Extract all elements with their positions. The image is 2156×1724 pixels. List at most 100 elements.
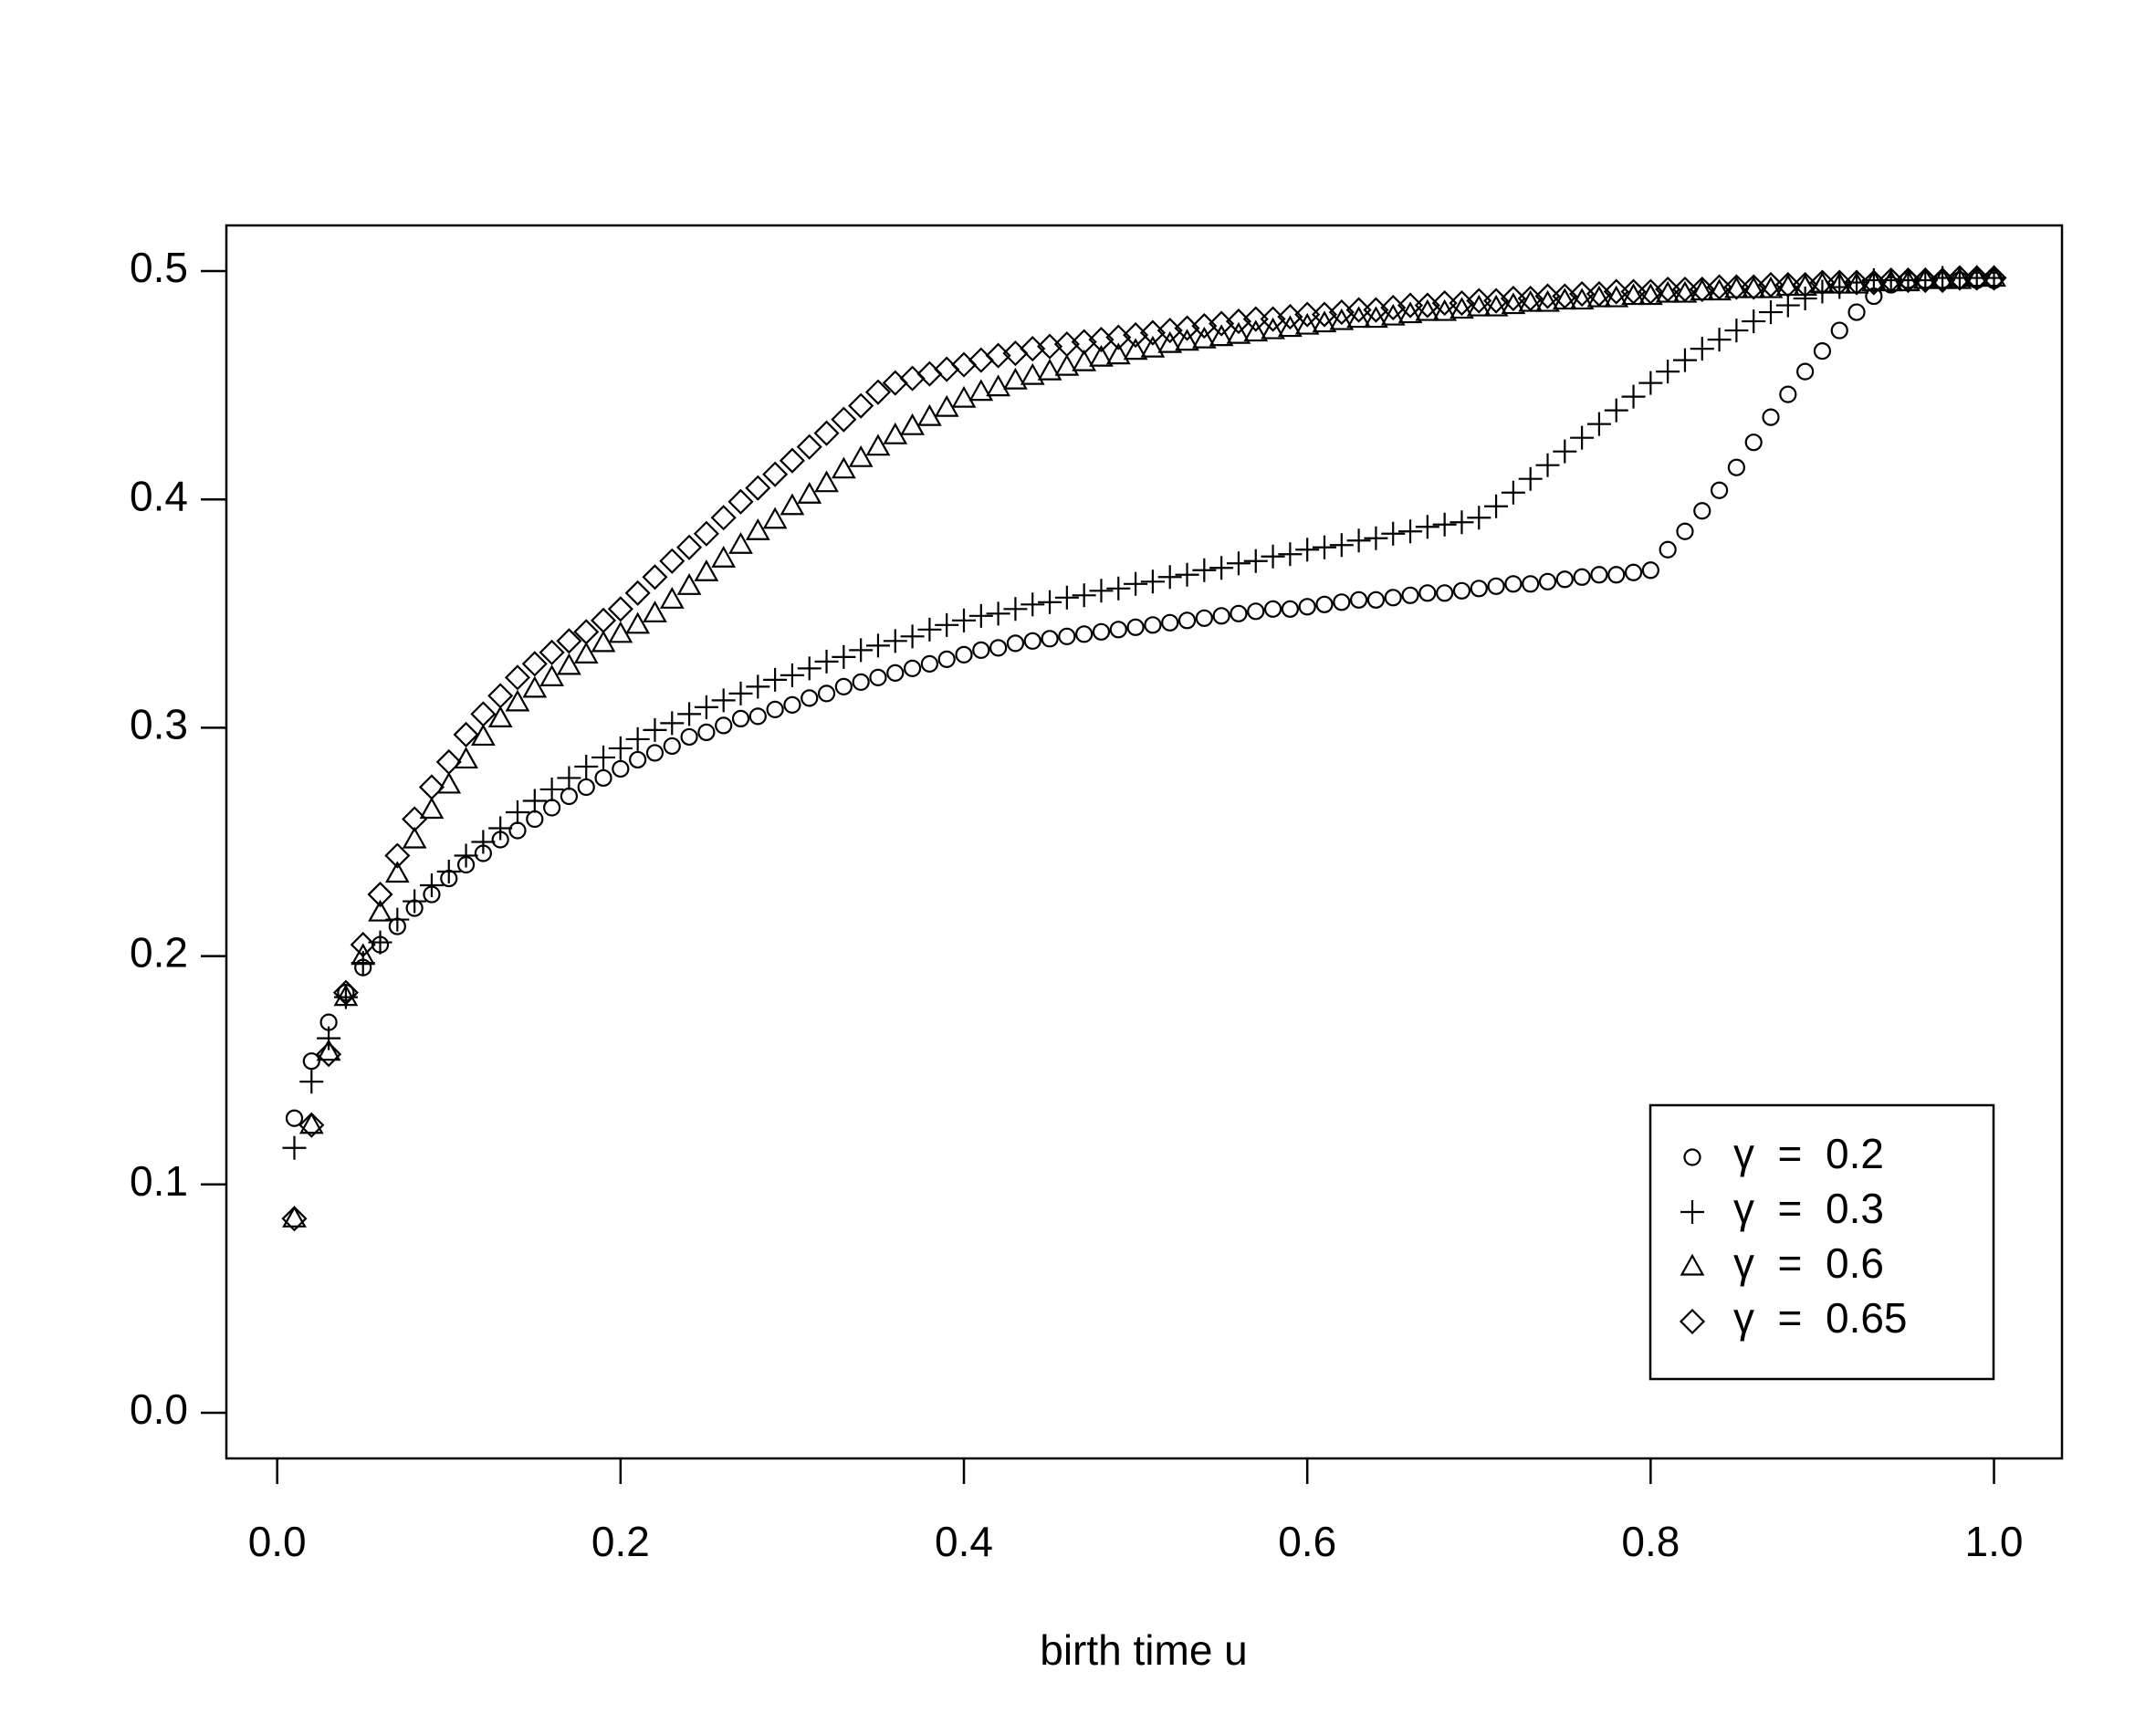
data-point — [1847, 303, 1866, 321]
data-point — [1329, 533, 1354, 558]
data-point — [1707, 328, 1732, 352]
data-point — [505, 689, 530, 712]
data-point — [1793, 287, 1817, 311]
data-point — [694, 559, 719, 581]
data-point — [1003, 597, 1028, 622]
legend-label: γ = 0.3 — [1733, 1185, 1884, 1232]
data-point — [989, 639, 1008, 657]
data-point — [1037, 358, 1062, 381]
data-point — [1075, 625, 1094, 643]
data-point — [1538, 572, 1557, 590]
data-point — [629, 750, 647, 769]
data-point — [763, 667, 788, 692]
data-point — [608, 736, 633, 760]
data-point — [1620, 278, 1647, 305]
data-point — [1723, 274, 1750, 300]
data-point — [1604, 398, 1628, 423]
data-point — [1431, 290, 1458, 317]
data-point — [282, 1135, 307, 1160]
data-point — [1398, 519, 1423, 544]
data-point — [1054, 585, 1079, 610]
data-point — [917, 617, 942, 642]
data-point — [1054, 353, 1080, 376]
data-point — [1003, 367, 1028, 390]
data-point — [1277, 315, 1303, 338]
data-point — [1124, 571, 1148, 596]
data-point — [1058, 627, 1076, 645]
data-point — [935, 612, 959, 637]
data-point — [642, 564, 668, 590]
data-point — [1436, 584, 1454, 602]
data-point — [557, 653, 581, 675]
data-point — [680, 727, 698, 747]
data-point — [1020, 592, 1045, 617]
data-point — [590, 607, 617, 633]
data-point — [968, 379, 994, 402]
data-point — [955, 645, 973, 663]
data-point — [368, 899, 392, 922]
data-point — [418, 774, 445, 800]
data-point — [504, 664, 531, 691]
data-point — [282, 1206, 307, 1228]
data-point — [1401, 586, 1419, 604]
data-point — [1366, 590, 1386, 609]
data-point — [1123, 338, 1148, 360]
data-point — [676, 573, 702, 595]
data-point — [693, 520, 719, 547]
data-point — [1175, 562, 1199, 587]
legend-marker — [1680, 1200, 1704, 1224]
y-tick-label: 0.1 — [130, 1157, 188, 1205]
data-point — [1671, 276, 1699, 303]
data-point — [1641, 561, 1659, 580]
data-point — [1621, 384, 1646, 409]
data-point — [1672, 348, 1697, 372]
data-point — [591, 745, 616, 769]
data-point — [1676, 522, 1694, 540]
x-tick-label: 0.4 — [935, 1518, 993, 1565]
data-point — [1226, 321, 1251, 344]
data-point — [780, 493, 805, 516]
data-point — [1963, 265, 1990, 291]
plot-box — [225, 224, 2064, 1460]
data-point — [731, 709, 750, 728]
data-point — [797, 656, 822, 681]
data-point — [505, 799, 529, 824]
data-point — [1140, 569, 1165, 594]
data-point — [1569, 281, 1596, 308]
data-point — [937, 650, 956, 668]
data-point — [663, 737, 681, 756]
data-point — [1522, 575, 1540, 593]
data-point — [454, 747, 478, 769]
data-point — [831, 406, 857, 433]
data-point — [302, 1052, 320, 1071]
data-point — [487, 705, 513, 727]
data-point — [384, 861, 410, 883]
data-point — [1261, 544, 1285, 569]
data-point — [783, 695, 801, 714]
data-point — [1177, 611, 1197, 630]
data-point — [419, 797, 445, 820]
data-point — [1126, 618, 1145, 636]
data-point — [1092, 622, 1111, 641]
data-point — [1333, 593, 1351, 611]
data-point — [1294, 312, 1320, 335]
data-point — [1878, 266, 1904, 294]
data-point — [1020, 362, 1045, 385]
data-point — [1946, 265, 1973, 291]
data-point — [1624, 563, 1643, 581]
data-point — [711, 688, 736, 713]
data-point — [1757, 271, 1784, 298]
data-point — [470, 701, 497, 727]
data-point — [1518, 466, 1543, 491]
y-tick-label: 0.0 — [130, 1385, 188, 1433]
data-point — [281, 1206, 308, 1232]
data-point — [660, 711, 685, 736]
data-point — [1263, 600, 1282, 618]
data-point — [1209, 324, 1234, 347]
data-point — [1638, 371, 1663, 395]
data-point — [625, 611, 651, 634]
data-point — [920, 654, 938, 673]
